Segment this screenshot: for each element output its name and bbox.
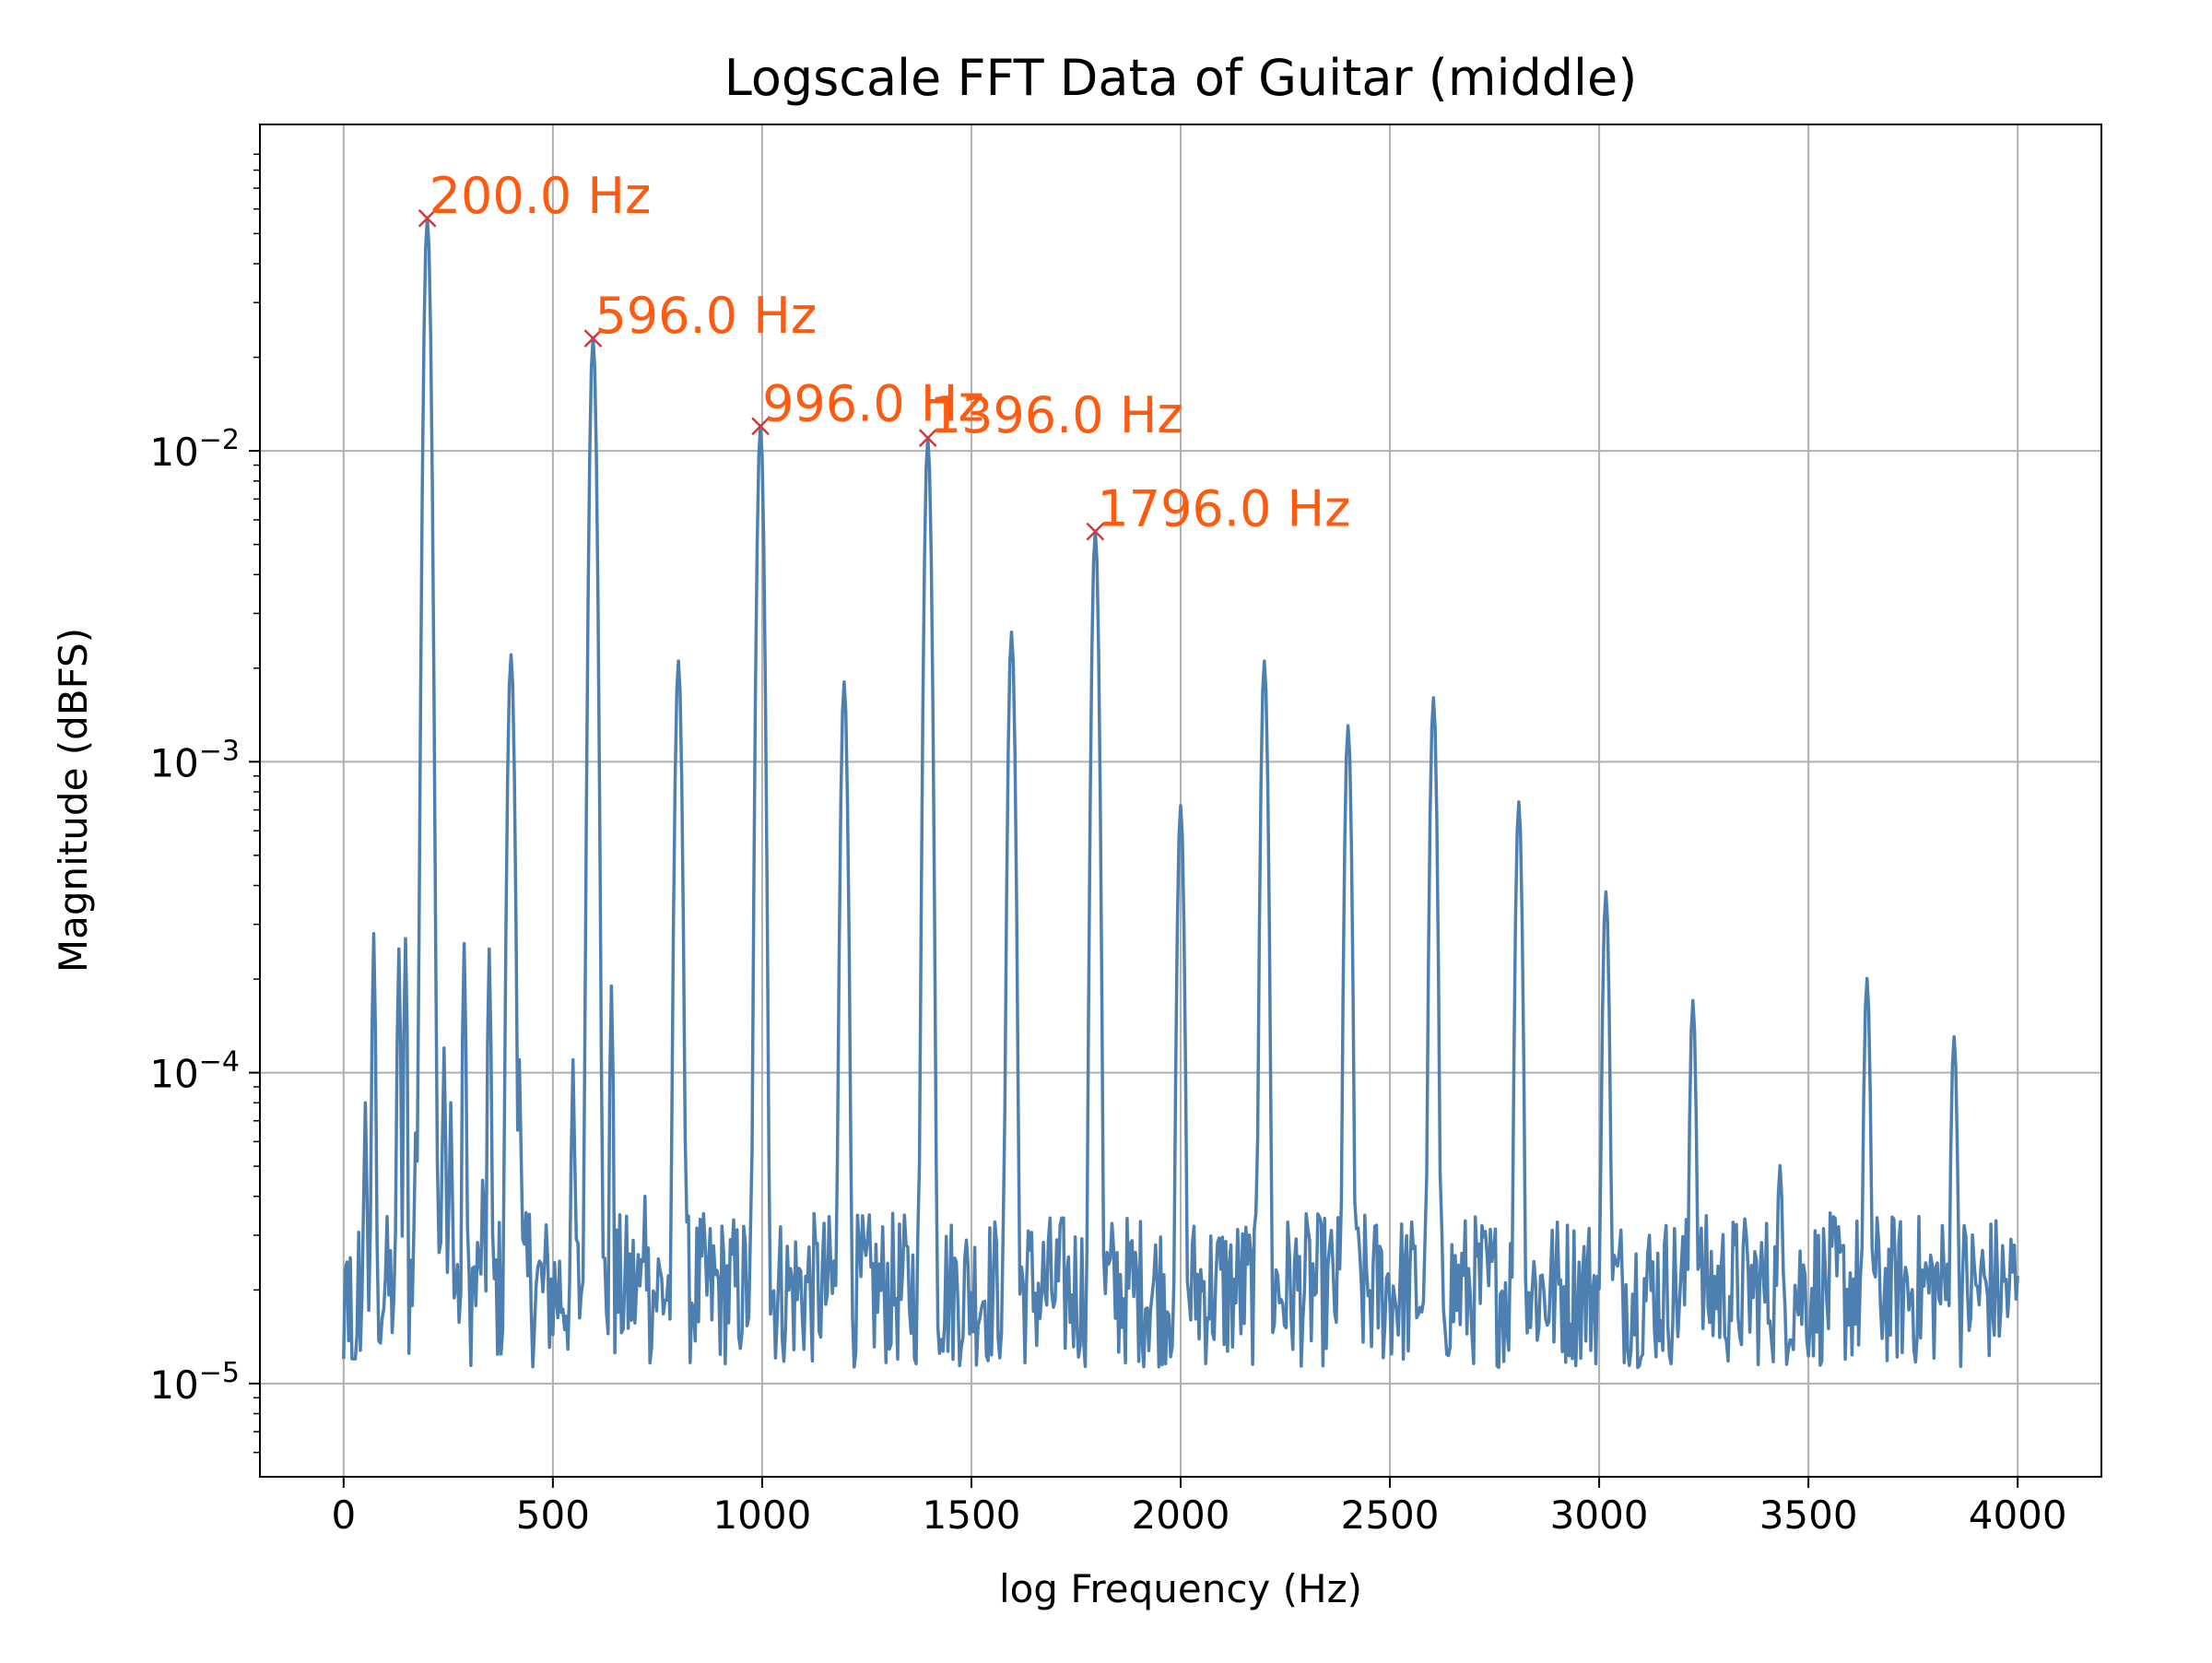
x-tick-label: 0 [331, 1492, 356, 1538]
x-tick-label: 500 [516, 1492, 590, 1538]
x-tick-label: 2500 [1341, 1492, 1440, 1538]
grid-layer [260, 124, 2101, 1477]
y-axis-label: Magnitude (dBFS) [51, 628, 96, 973]
y-tick-label: 10−5 [149, 1357, 240, 1408]
fft-series-line [342, 216, 2019, 1370]
peak-marker [751, 417, 770, 436]
peak-label: 596.0 Hz [594, 287, 817, 345]
chart-title: Logscale FFT Data of Guitar (middle) [724, 49, 1638, 107]
series-layer [342, 216, 2019, 1370]
x-tick-label: 1500 [923, 1492, 1021, 1538]
peak-marker [418, 208, 437, 228]
x-axis-label: log Frequency (Hz) [999, 1566, 1362, 1611]
x-tick-label: 2000 [1132, 1492, 1230, 1538]
peak-marker [918, 429, 937, 448]
x-tick-label: 1000 [712, 1492, 811, 1538]
peak-marker [583, 329, 603, 348]
peak-label: 200.0 Hz [429, 167, 652, 225]
y-tick-label: 10−3 [149, 735, 240, 785]
peak-marker [1086, 522, 1105, 541]
x-axis-ticks: 0 500 1000 1500 2000 2500 3000 3500 4000 [331, 1477, 2067, 1538]
y-axis-ticks: 10−2 10−3 10−4 10−5 [149, 424, 260, 1408]
peak-label: 1396.0 Hz [930, 386, 1183, 444]
peak-label: 996.0 Hz [762, 374, 984, 432]
y-tick-label: 10−4 [149, 1046, 240, 1097]
x-tick-label: 4000 [1969, 1492, 2067, 1538]
y-tick-label: 10−2 [149, 424, 240, 475]
peak-label: 1796.0 Hz [1097, 480, 1350, 538]
minor-ticks [253, 153, 260, 1454]
x-tick-label: 3500 [1759, 1492, 1858, 1538]
x-tick-label: 3000 [1550, 1492, 1649, 1538]
